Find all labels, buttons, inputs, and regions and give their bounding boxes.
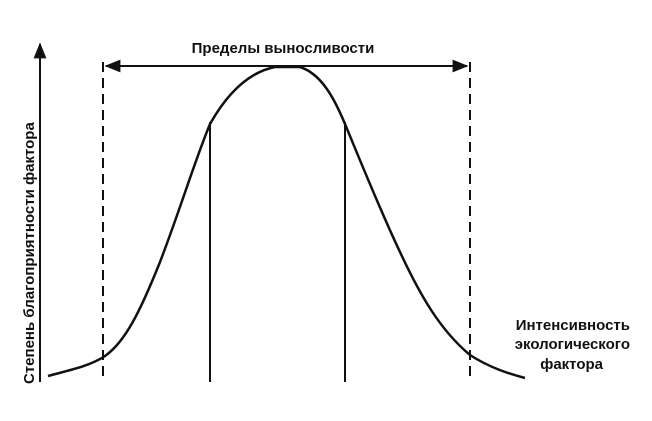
tolerance-curve	[47, 65, 526, 380]
title: Пределы выносливости	[192, 40, 375, 57]
x-axis-label-line: экологического	[515, 336, 630, 353]
y-axis-label: Степень благоприятности фактора	[21, 122, 38, 384]
x-axis-label-line: фактора	[540, 356, 603, 373]
x-axis-label-line: Интенсивность	[516, 317, 630, 334]
